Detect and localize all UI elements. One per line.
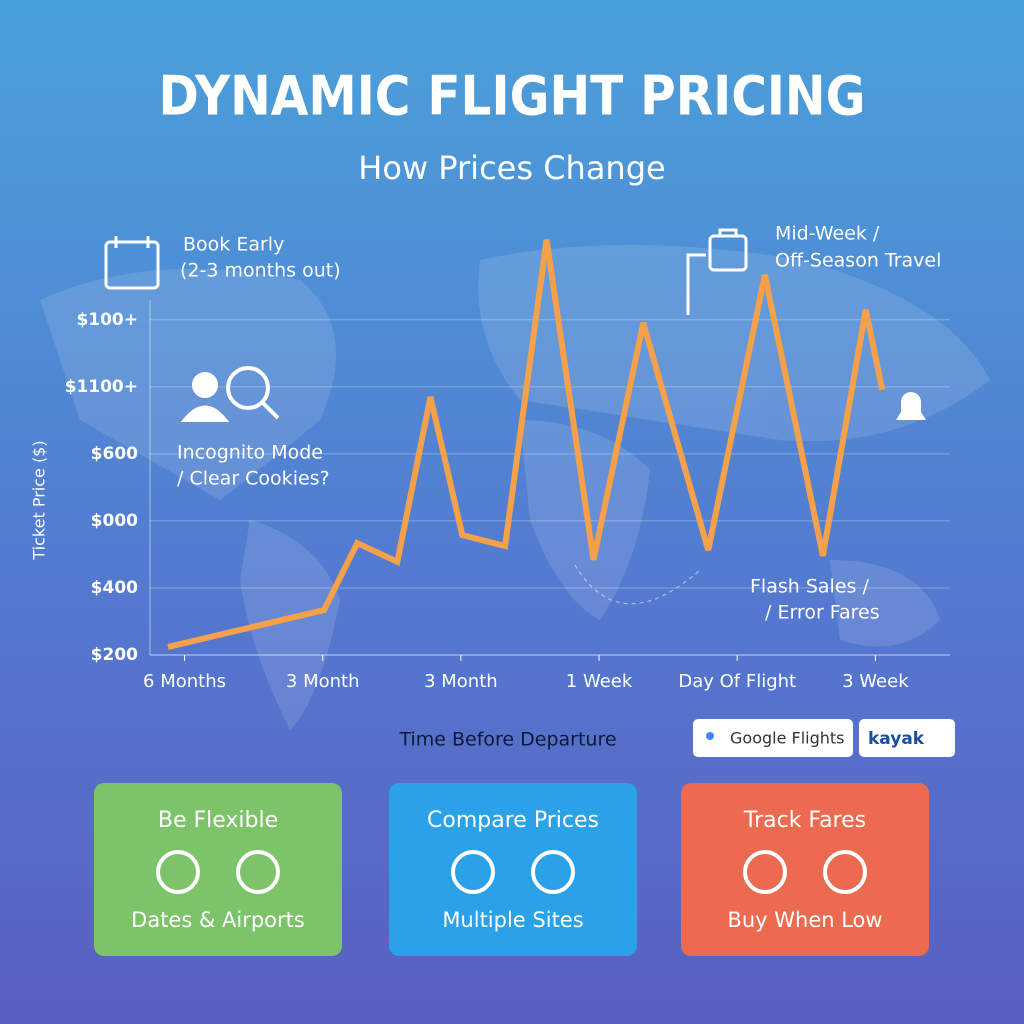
card-title: Compare Prices	[427, 808, 599, 833]
badge-logo	[706, 732, 714, 740]
card-icon	[531, 850, 575, 894]
card-icon	[823, 850, 867, 894]
annotation: Mid-Week /	[775, 223, 880, 245]
annotation: / Clear Cookies?	[177, 468, 330, 490]
dashed-arc	[574, 564, 701, 605]
incognito-icon	[180, 366, 280, 422]
card	[681, 783, 929, 956]
x-tick-label: 1 Week	[566, 671, 633, 692]
badge-text: Google Flights	[730, 729, 845, 748]
x-tick-label: Day Of Flight	[678, 671, 796, 692]
annotation: / Error Fares	[765, 602, 880, 624]
annotation: Flash Sales /	[750, 576, 869, 598]
title: DYNAMIC FLIGHT PRICING	[159, 65, 866, 128]
card-text: Buy When Low	[727, 908, 882, 932]
subtitle: How Prices Change	[358, 149, 665, 187]
card-icon	[236, 850, 280, 894]
y-tick-label: $1100+	[65, 377, 138, 397]
card-title: Track Fares	[743, 808, 866, 833]
annotation: Incognito Mode	[177, 442, 323, 464]
world-map	[40, 245, 990, 730]
y-tick-label: $200	[91, 645, 138, 665]
x-tick-label: 3 Month	[286, 671, 360, 692]
book-early-icon	[104, 236, 160, 290]
annotation: (2-3 months out)	[180, 260, 341, 282]
x-tick-label: 6 Months	[143, 671, 226, 692]
x-tick-label: 3 Week	[842, 671, 909, 692]
y-axis-label: Ticket Price ($)	[30, 440, 49, 560]
card-text: Dates & Airports	[131, 908, 305, 932]
price-line	[167, 239, 886, 650]
annotation: Off-Season Travel	[775, 250, 941, 272]
badge	[859, 719, 955, 757]
y-tick-label: $100+	[76, 310, 138, 330]
bell-icon	[896, 392, 926, 420]
card-icon	[156, 850, 200, 894]
y-tick-label: $600	[91, 444, 138, 464]
card	[389, 783, 637, 956]
badge	[693, 719, 853, 757]
y-tick-label: $400	[91, 578, 138, 598]
annotation: Book Early	[183, 234, 284, 256]
card-title: Be Flexible	[158, 808, 278, 833]
badge-text: kayak	[868, 729, 925, 749]
card-icon	[743, 850, 787, 894]
suitcase-icon	[686, 228, 748, 315]
x-axis-label: Time Before Departure	[398, 729, 616, 751]
card-icon	[451, 850, 495, 894]
card	[94, 783, 342, 956]
card-text: Multiple Sites	[442, 908, 583, 932]
y-tick-label: $000	[91, 511, 138, 531]
x-tick-label: 3 Month	[424, 671, 498, 692]
